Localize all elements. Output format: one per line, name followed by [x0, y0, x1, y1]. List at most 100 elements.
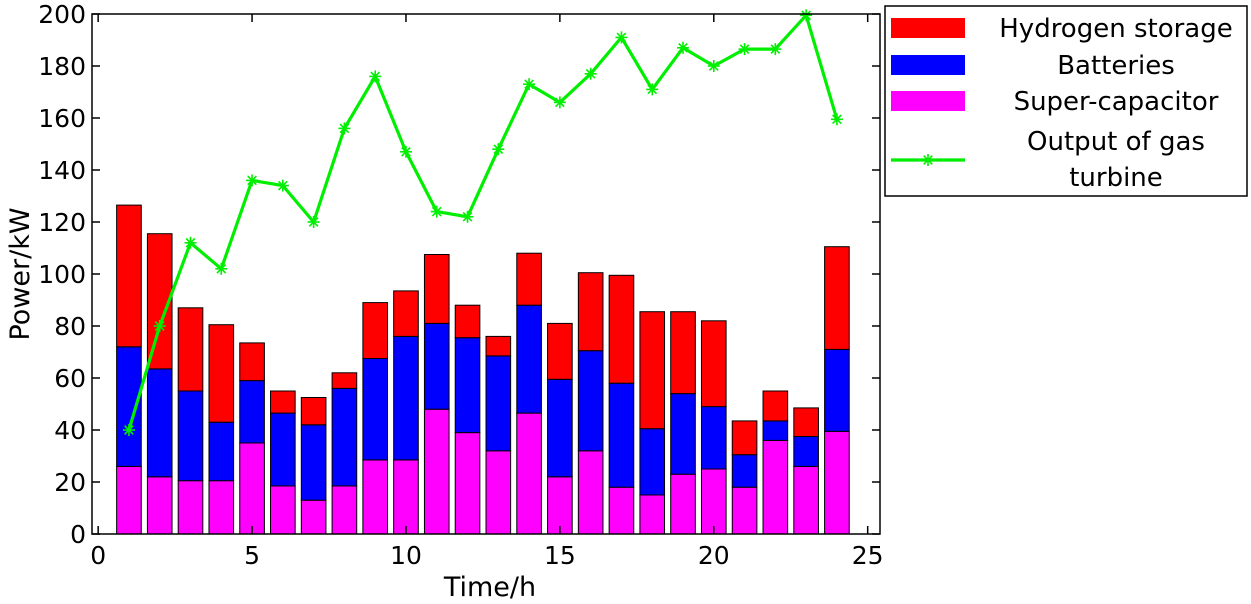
bar-batteries-11	[423, 322, 450, 410]
legend: Hydrogen storage Batteries Super-capacitor…	[884, 5, 1248, 197]
point-output-of-gas-turbine-24	[830, 113, 843, 126]
point-output-of-gas-turbine-7	[307, 216, 320, 228]
gas-turbine-line-layer	[122, 9, 843, 436]
x-axis-label: Time/h	[443, 572, 536, 603]
point-output-of-gas-turbine-3	[184, 236, 197, 249]
bar-hydrogen-storage-4	[208, 324, 235, 423]
y-tick-label-40: 40	[54, 416, 86, 445]
point-output-of-gas-turbine-16	[584, 67, 597, 80]
bar-hydrogen-storage-19	[670, 311, 696, 395]
bar-hydrogen-storage-6	[270, 390, 296, 414]
y-tick-label-200: 200	[38, 0, 86, 29]
bar-batteries-7	[300, 424, 327, 501]
bar-batteries-8	[331, 387, 358, 487]
bar-super-capacitor-9	[362, 459, 389, 535]
x-tick-label-15: 15	[544, 541, 576, 570]
bar-hydrogen-storage-24	[824, 246, 850, 350]
legend-label-hydrogen-storage: Hydrogen storage	[999, 14, 1232, 44]
point-output-of-gas-turbine-5	[246, 174, 259, 187]
point-output-of-gas-turbine-20	[707, 60, 720, 72]
bars-layer	[116, 204, 850, 535]
point-output-of-gas-turbine-21	[738, 43, 751, 56]
point-output-of-gas-turbine-2	[153, 320, 166, 332]
bar-batteries-12	[454, 337, 481, 434]
bar-batteries-15	[547, 378, 573, 478]
point-output-of-gas-turbine-23	[800, 9, 813, 22]
bar-super-capacitor-6	[270, 485, 296, 535]
bar-batteries-24	[824, 348, 850, 432]
bar-batteries-13	[485, 355, 512, 452]
x-tick-label-10: 10	[390, 541, 422, 570]
bar-hydrogen-storage-10	[393, 290, 419, 337]
bar-super-capacitor-15	[547, 476, 573, 535]
bar-hydrogen-storage-1	[116, 204, 142, 348]
bar-super-capacitor-22	[762, 439, 789, 535]
bar-super-capacitor-21	[731, 486, 758, 535]
bar-batteries-5	[239, 380, 265, 444]
bar-hydrogen-storage-18	[639, 311, 666, 430]
bar-batteries-1	[116, 346, 142, 467]
bar-super-capacitor-18	[639, 494, 666, 535]
bar-super-capacitor-14	[516, 412, 542, 535]
legend-swatch-hydrogen-storage	[891, 18, 965, 38]
bar-hydrogen-storage-17	[608, 274, 635, 384]
bar-hydrogen-storage-15	[547, 322, 573, 380]
bar-super-capacitor-3	[177, 480, 204, 535]
bar-batteries-3	[177, 390, 204, 482]
y-tick-label-160: 160	[38, 104, 86, 133]
bar-super-capacitor-12	[454, 432, 481, 535]
bar-super-capacitor-11	[423, 408, 450, 535]
point-output-of-gas-turbine-13	[492, 143, 505, 156]
bar-hydrogen-storage-23	[793, 407, 819, 437]
bar-super-capacitor-8	[331, 485, 358, 535]
bar-super-capacitor-5	[239, 442, 265, 535]
bar-batteries-17	[608, 382, 635, 488]
x-tick-label-25: 25	[852, 541, 884, 570]
bar-batteries-18	[639, 428, 666, 496]
bar-hydrogen-storage-9	[362, 302, 389, 360]
bar-batteries-2	[146, 368, 173, 478]
y-tick-label-0: 0	[70, 520, 86, 549]
point-output-of-gas-turbine-9	[369, 70, 382, 83]
legend-label-super-capacitor: Super-capacitor	[1014, 87, 1219, 117]
legend-swatch-gas-turbine-marker	[922, 154, 934, 166]
bar-hydrogen-storage-12	[454, 304, 481, 339]
point-output-of-gas-turbine-8	[338, 122, 351, 135]
y-tick-label-20: 20	[54, 468, 86, 497]
bar-super-capacitor-1	[116, 465, 142, 535]
bar-batteries-9	[362, 358, 389, 461]
bar-batteries-6	[270, 412, 296, 487]
x-tick-label-20: 20	[698, 541, 730, 570]
legend-label-gas-turbine-line-1: Output of gas	[1027, 127, 1205, 157]
y-tick-label-60: 60	[54, 364, 86, 393]
y-tick-label-120: 120	[38, 208, 86, 237]
x-tick-label-5: 5	[244, 541, 260, 570]
legend-swatch-super-capacitor	[891, 91, 965, 111]
y-tick-label-180: 180	[38, 52, 86, 81]
point-output-of-gas-turbine-22	[769, 43, 782, 56]
y-tick-label-80: 80	[54, 312, 86, 341]
bar-super-capacitor-17	[608, 486, 635, 535]
bar-batteries-14	[516, 304, 542, 414]
axis-ticks: 0 5 10 15 20 25 0 20 40 60 80 100 120 140 160 180 200	[38, 0, 883, 570]
point-output-of-gas-turbine-11	[430, 205, 443, 218]
bar-batteries-4	[208, 421, 235, 482]
bar-super-capacitor-7	[300, 499, 327, 535]
bar-hydrogen-storage-16	[577, 272, 604, 352]
bar-hydrogen-storage-20	[700, 320, 727, 408]
bar-hydrogen-storage-21	[731, 420, 758, 456]
point-output-of-gas-turbine-15	[553, 96, 566, 109]
bar-batteries-22	[762, 420, 789, 441]
line-output-of-gas-turbine	[127, 13, 839, 431]
bar-hydrogen-storage-8	[331, 372, 358, 389]
point-output-of-gas-turbine-4	[215, 262, 228, 275]
bar-batteries-20	[700, 406, 727, 470]
bar-super-capacitor-2	[146, 476, 173, 535]
bar-hydrogen-storage-22	[762, 390, 789, 422]
bar-hydrogen-storage-11	[423, 254, 450, 324]
bar-super-capacitor-16	[577, 450, 604, 535]
point-output-of-gas-turbine-6	[276, 179, 289, 192]
y-axis-label: Power/kW	[5, 207, 36, 340]
bar-batteries-23	[793, 436, 819, 467]
